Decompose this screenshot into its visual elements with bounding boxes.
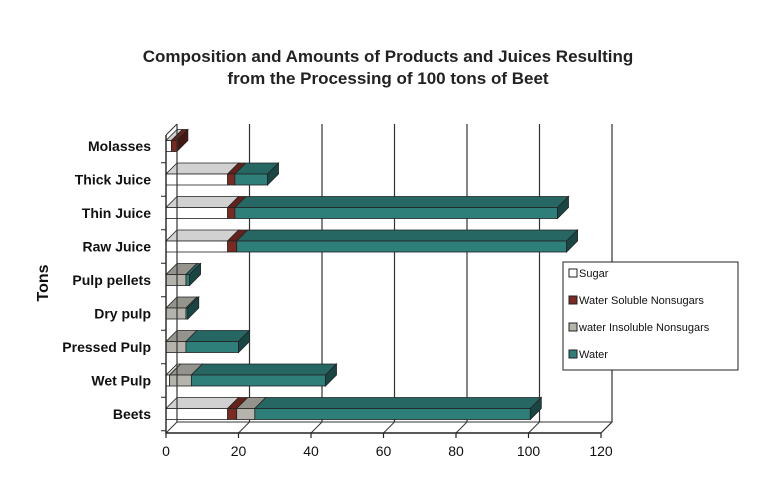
category-label: Wet Pulp bbox=[91, 373, 151, 389]
legend-swatch bbox=[568, 322, 578, 332]
floor-gridline bbox=[310, 421, 323, 434]
bar-end-face bbox=[566, 229, 578, 253]
floor-gridline bbox=[528, 421, 540, 434]
category-label: Pulp pellets bbox=[72, 272, 151, 288]
bar-segment bbox=[236, 240, 567, 253]
legend-label: Sugar bbox=[579, 268, 609, 280]
bar-group bbox=[165, 363, 338, 387]
chart-title-line-1: Composition and Amounts of Products and … bbox=[143, 47, 634, 66]
bar-group bbox=[165, 195, 570, 220]
bar-end-face bbox=[187, 296, 200, 320]
bar-segment bbox=[190, 374, 326, 387]
bar-group bbox=[165, 296, 200, 320]
bar-group bbox=[165, 229, 579, 253]
x-tick-label: 40 bbox=[303, 443, 319, 459]
category-label: Molasses bbox=[88, 138, 151, 154]
y-axis-title: Tons bbox=[35, 264, 52, 301]
bar-segment bbox=[227, 408, 238, 420]
floor-gridline bbox=[455, 421, 468, 434]
bar-segment bbox=[185, 341, 239, 353]
bar-segment bbox=[227, 173, 236, 186]
bar-group bbox=[165, 396, 543, 421]
bar-segment-top bbox=[190, 363, 338, 376]
x-tick-labels: 0 20 40 60 80 100 120 bbox=[162, 433, 613, 459]
floor-gridline bbox=[238, 421, 250, 434]
bar-segment bbox=[185, 274, 190, 286]
bar-segment bbox=[227, 207, 236, 219]
bar-end-face bbox=[189, 262, 201, 287]
x-tick-label: 100 bbox=[517, 443, 541, 459]
bar-segment bbox=[165, 240, 229, 253]
bar-segment bbox=[254, 408, 531, 420]
bar-segment-top bbox=[233, 196, 570, 208]
bar-segment-top bbox=[253, 397, 543, 409]
bars bbox=[165, 128, 579, 421]
bar-segment bbox=[165, 173, 229, 186]
bar-group bbox=[165, 162, 280, 186]
bar-segment bbox=[171, 140, 178, 152]
x-tick-label: 20 bbox=[231, 443, 247, 459]
side-wall-top bbox=[165, 123, 178, 136]
bar-segment bbox=[234, 173, 268, 186]
category-label: Pressed Pulp bbox=[62, 339, 151, 355]
legend-label: Water Soluble Nonsugars bbox=[579, 295, 704, 307]
legend-swatch bbox=[568, 349, 578, 359]
category-label: Thin Juice bbox=[82, 205, 151, 221]
bar-segment bbox=[227, 240, 238, 253]
x-tick-label: 60 bbox=[376, 443, 392, 459]
bar-segment bbox=[165, 341, 187, 353]
legend-label: Water bbox=[579, 349, 608, 361]
category-label: Raw Juice bbox=[83, 239, 152, 255]
bar-end-face bbox=[267, 162, 279, 186]
gridlines bbox=[238, 124, 613, 434]
legend-swatch bbox=[568, 295, 578, 305]
bar-end-face bbox=[325, 363, 337, 387]
bar-end-face bbox=[557, 195, 569, 220]
floor-gridline bbox=[600, 421, 613, 434]
legend: Sugar Water Soluble Nonsugars water Insolu… bbox=[562, 261, 739, 371]
bar-group bbox=[165, 329, 251, 354]
bar-end-face bbox=[529, 396, 542, 421]
bar-segment bbox=[165, 408, 229, 420]
bar-segment bbox=[165, 207, 229, 219]
bar-segment bbox=[165, 307, 187, 320]
category-label: Dry pulp bbox=[94, 306, 151, 322]
x-tick-label: 0 bbox=[162, 443, 170, 459]
category-labels: Molasses Thick Juice Thin Juice Raw Juice Pu… bbox=[62, 138, 151, 422]
bar-segment-top bbox=[235, 229, 579, 242]
bar-segment bbox=[165, 274, 187, 286]
bar-segment bbox=[236, 408, 256, 420]
bar-segment bbox=[169, 374, 192, 387]
legend-box bbox=[562, 261, 739, 371]
bar-end-face bbox=[238, 329, 250, 354]
legend-swatch bbox=[568, 268, 578, 278]
bar-segment bbox=[165, 140, 172, 152]
x-tick-label: 120 bbox=[589, 443, 613, 459]
chart-title-line-2: from the Processing of 100 tons of Beet bbox=[227, 69, 549, 88]
category-label: Thick Juice bbox=[75, 172, 151, 188]
bar-group bbox=[165, 262, 202, 287]
floor-gridline bbox=[383, 421, 395, 434]
x-tick-label: 80 bbox=[448, 443, 464, 459]
legend-label: water Insoluble Nonsugars bbox=[578, 322, 710, 334]
bar-segment bbox=[234, 207, 558, 219]
category-label: Beets bbox=[113, 406, 151, 422]
bar-group bbox=[165, 128, 189, 153]
